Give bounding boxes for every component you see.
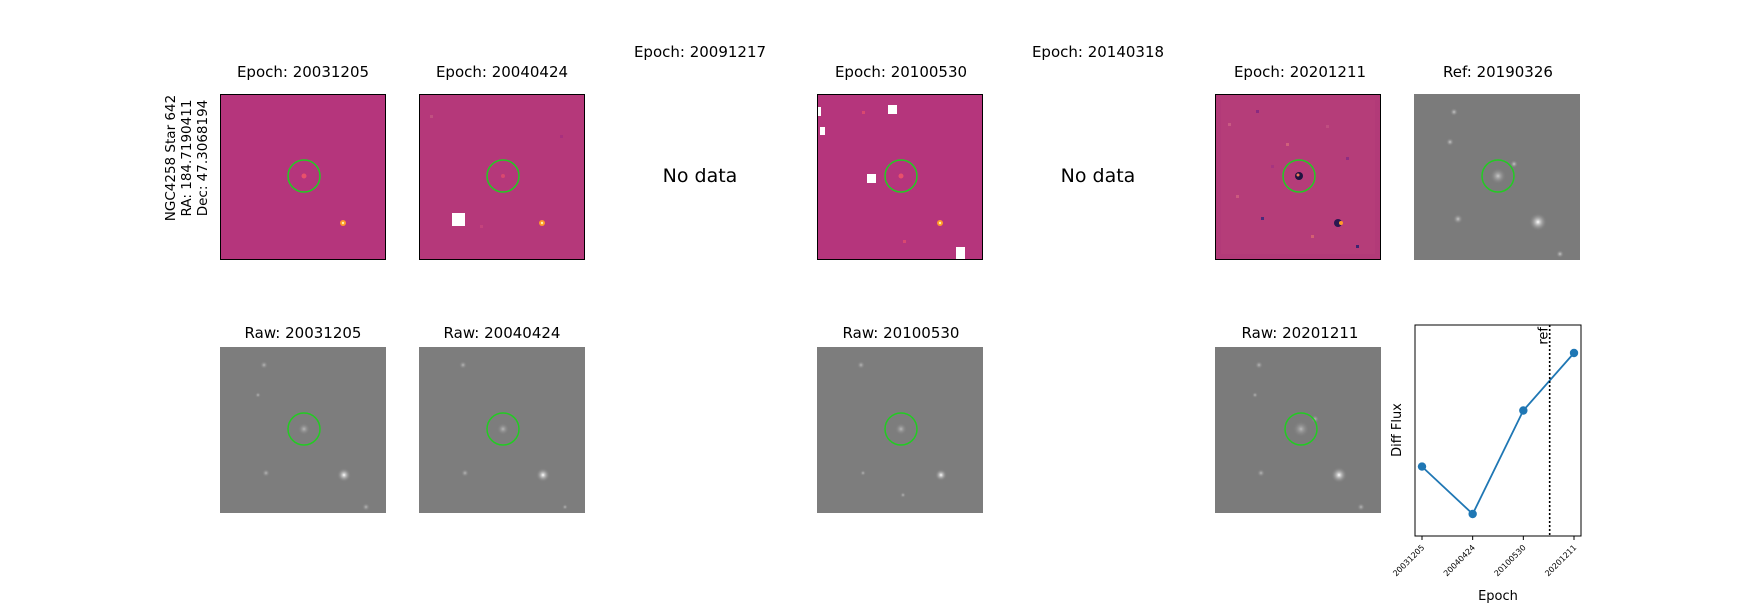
target-circle	[486, 412, 520, 446]
target-dec: Dec: 47.3068194	[195, 99, 211, 217]
epoch-title-5: Epoch: 20140318	[1031, 43, 1165, 61]
x-tick-label-20201211: 20201211	[1543, 543, 1578, 578]
series-line	[1421, 352, 1575, 516]
raw-title-1: Raw: 20031205	[244, 324, 362, 342]
epoch-title-1: Epoch: 20031205	[236, 63, 370, 81]
epoch-title-6: Epoch: 20201211	[1233, 63, 1367, 81]
reference-image	[1414, 94, 1580, 260]
target-circle	[287, 412, 321, 446]
x-axis-label: Epoch	[1478, 589, 1518, 604]
raw-title-4: Raw: 20100530	[842, 324, 960, 342]
target-circle	[884, 412, 918, 446]
data-point-20031205	[1417, 462, 1427, 471]
target-name: NGC4258 Star 642	[163, 94, 179, 222]
diff-image-6	[1215, 94, 1381, 260]
target-circle	[884, 159, 918, 193]
data-point-20100530	[1519, 406, 1528, 415]
target-circle	[1284, 412, 1318, 446]
target-circle	[1481, 159, 1515, 193]
target-circle	[486, 159, 520, 193]
target-circle	[1282, 159, 1316, 193]
x-tick-label-20040424: 20040424	[1442, 543, 1477, 578]
y-axis-label: Diff Flux	[1390, 403, 1405, 457]
x-tick-label-20100530: 20100530	[1493, 543, 1528, 578]
x-tick-label-20031205: 20031205	[1391, 543, 1426, 578]
diff-image-4	[817, 94, 983, 260]
diff-image-2	[419, 94, 585, 260]
raw-image-1	[220, 347, 386, 513]
diff-image-1	[220, 94, 386, 260]
target-circle	[287, 159, 321, 193]
epoch-title-2: Epoch: 20040424	[435, 63, 569, 81]
no-data-3: No data	[662, 165, 738, 187]
plot-frame	[1414, 324, 1582, 537]
data-point-20201211	[1569, 348, 1579, 358]
ref-title: Ref: 20190326	[1443, 63, 1553, 81]
raw-image-2	[419, 347, 585, 513]
epoch-title-4: Epoch: 20100530	[834, 63, 968, 81]
data-point-20040424	[1468, 509, 1477, 519]
target-info: NGC4258 Star 642 RA: 184.7190411 Dec: 47…	[163, 78, 213, 238]
raw-title-6: Raw: 20201211	[1241, 324, 1359, 342]
epoch-title-3: Epoch: 20091217	[633, 43, 767, 61]
raw-title-2: Raw: 20040424	[443, 324, 561, 342]
raw-image-6	[1215, 347, 1381, 513]
ref-label: ref	[1537, 327, 1552, 345]
no-data-5: No data	[1060, 165, 1136, 187]
light-curve-chart: 20031205 20040424 20100530 20201211 ref Diff…	[1390, 324, 1582, 604]
target-ra: RA: 184.7190411	[179, 99, 195, 217]
raw-image-4	[817, 347, 983, 513]
